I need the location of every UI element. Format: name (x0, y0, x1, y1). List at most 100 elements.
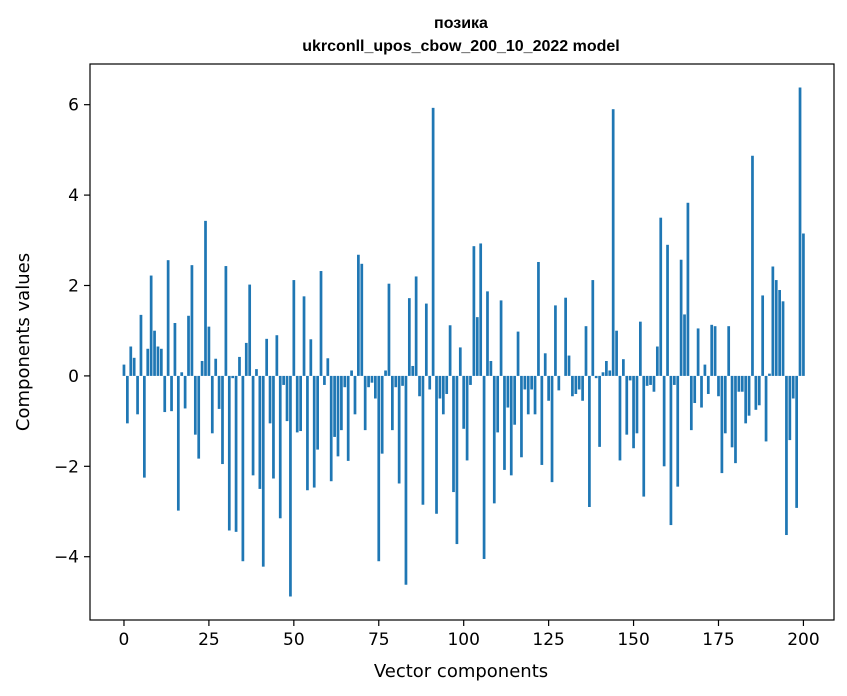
bar (496, 375, 500, 433)
bar (282, 375, 285, 385)
bar (299, 375, 302, 432)
bar (302, 296, 306, 376)
bar (295, 375, 299, 433)
bar (547, 375, 550, 401)
bar (686, 202, 690, 376)
bar (513, 375, 517, 425)
bar (455, 375, 459, 545)
bar (723, 375, 727, 434)
bar (319, 271, 323, 376)
bar (268, 375, 272, 424)
bar (672, 375, 676, 385)
bar (482, 375, 486, 559)
bar (537, 261, 540, 376)
bar (605, 360, 608, 376)
bar (146, 348, 150, 376)
bar (469, 375, 472, 385)
bar (448, 325, 452, 376)
bar (720, 375, 724, 474)
bar (156, 346, 160, 376)
bar (126, 375, 129, 424)
bar (639, 321, 642, 376)
bar (231, 375, 235, 379)
bar (526, 375, 530, 415)
bar (367, 375, 370, 388)
bar (244, 342, 248, 376)
bar (404, 375, 408, 585)
bar (618, 375, 622, 461)
x-tick-label: 125 (532, 630, 564, 650)
bar (251, 375, 255, 476)
bar (333, 375, 336, 437)
y-tick-label: 0 (68, 367, 79, 387)
bar (275, 335, 279, 376)
bar (227, 375, 231, 531)
bar (129, 346, 133, 376)
bar (567, 355, 571, 376)
bar (458, 347, 462, 376)
bar (346, 375, 350, 461)
bar (601, 372, 605, 376)
bar (744, 375, 748, 424)
bar (323, 375, 326, 385)
x-tick-label: 50 (283, 630, 305, 650)
bar (554, 305, 557, 376)
bar (401, 375, 404, 386)
bar (649, 375, 652, 385)
bar (571, 375, 574, 397)
y-tick-label: 6 (68, 96, 79, 116)
bar (540, 375, 544, 465)
bar (588, 375, 591, 507)
bar (241, 375, 245, 562)
bar (418, 375, 421, 397)
bar (424, 303, 428, 376)
bar (414, 276, 418, 376)
bar (357, 254, 360, 376)
bar (655, 346, 659, 376)
bar (771, 266, 775, 376)
bar (628, 375, 632, 381)
bar (204, 220, 207, 376)
bar (581, 375, 584, 401)
bar (224, 266, 228, 376)
bar (139, 314, 143, 376)
bar (136, 375, 139, 415)
bar (706, 375, 710, 394)
bar (387, 283, 391, 376)
bar (441, 375, 445, 415)
bar (591, 280, 595, 376)
bar (761, 295, 765, 376)
bar (503, 375, 506, 470)
bar (374, 375, 377, 399)
bar (255, 369, 258, 376)
bar (523, 375, 527, 390)
bar (285, 375, 289, 422)
bar (489, 360, 493, 376)
bar (360, 263, 364, 376)
bar (499, 300, 503, 376)
bar (611, 109, 615, 376)
bar (370, 375, 374, 383)
bar (173, 323, 177, 376)
bar (278, 375, 282, 519)
bar (642, 375, 646, 497)
bar (377, 375, 381, 562)
bar (479, 243, 483, 376)
bar-series (122, 87, 805, 597)
bar (679, 259, 683, 376)
bar (564, 297, 567, 376)
bar (727, 326, 731, 376)
y-axis-ticks: −4 −2 0 2 4 6 (54, 96, 90, 568)
y-axis-label: Components values (13, 253, 34, 431)
bar (428, 375, 432, 390)
bar (662, 375, 666, 467)
bar (248, 284, 252, 376)
bar (397, 375, 401, 484)
x-tick-label: 25 (198, 630, 220, 650)
bar (411, 365, 415, 376)
bar (622, 359, 625, 376)
y-tick-label: 2 (68, 276, 79, 296)
bar (700, 375, 703, 408)
bar (530, 375, 533, 390)
bar (238, 356, 241, 376)
